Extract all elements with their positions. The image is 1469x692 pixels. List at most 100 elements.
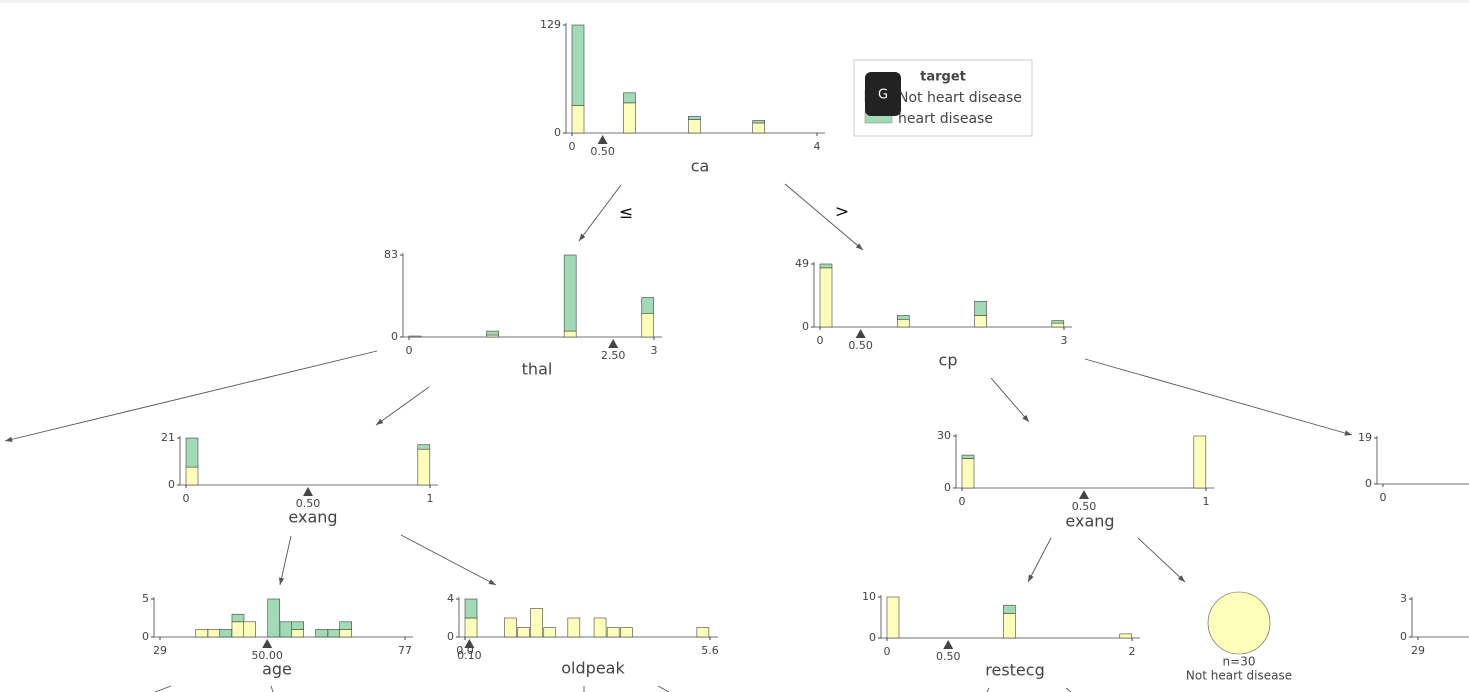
edge [657,685,670,692]
x-tick-label: 1 [427,492,434,505]
split-marker [855,329,866,338]
bar-segment [195,629,209,638]
leaf: n=30 Not heart disease [1186,591,1292,683]
y-tick-label: 19 [1358,431,1372,444]
x-tick-label: 4 [814,140,821,153]
bar-segment [517,627,530,638]
edge [4,350,378,442]
badge-label[interactable]: G [878,88,888,103]
feature-label: cp [939,351,958,370]
bar-segment [567,617,581,638]
split-marker [303,487,313,496]
bar-segment [623,92,636,104]
split-marker [1079,490,1089,499]
edge-label: ≤ [619,203,633,223]
x-tick-label: 2 [1129,645,1136,658]
split-label: 0.50 [296,497,321,510]
y-tick-label: 3 [1400,592,1407,605]
bar-segment [1119,633,1133,639]
bar-segment [408,335,422,338]
bar-segment [688,115,701,120]
y-tick-label: 0 [1365,477,1372,490]
legend-label: Not heart disease [898,90,1022,106]
y-tick-label: 0 [944,481,951,494]
y-tick-label: 10 [862,590,876,603]
bar-segment [543,627,557,638]
bar-segment [961,458,975,489]
edge [1084,358,1353,436]
y-tick-label: 0 [391,330,398,343]
bar-segment [185,466,199,486]
y-tick-label: 0 [1400,630,1407,643]
split-label: 2.50 [601,349,626,362]
edge [270,685,274,692]
badge[interactable] [865,72,901,116]
bar-segment [231,621,245,638]
feature-label: ca [691,157,710,176]
split-marker [464,639,475,648]
bar-segment [819,267,833,328]
bar-segment [563,330,577,338]
split-label: 0.50 [848,339,873,352]
bar-segment [207,629,221,638]
y-tick-label: 0 [447,630,454,643]
x-tick-label: 77 [398,644,412,657]
split-marker [262,639,273,648]
bar-segment [641,297,655,314]
bar-segment [291,621,304,630]
edge-label: > [835,202,849,222]
y-tick-label: 83 [384,248,398,261]
bar-segment [974,300,987,316]
bar-segment [1003,604,1016,614]
y-tick-label: 21 [161,431,175,444]
x-tick-label: 0 [406,344,413,357]
bar-segment [417,448,431,486]
y-tick-label: 5 [142,592,149,605]
legend-label: heart disease [898,111,993,127]
bar-segment [185,437,199,468]
bar-segment [620,627,633,638]
feature-label: thal [522,360,553,379]
bar-segment [339,621,352,630]
bar-segment [219,629,233,638]
bar-segment [641,312,655,338]
leaf-class: Not heart disease [1186,669,1292,683]
x-tick-label: 5.6 [701,644,719,657]
split-label: 0.50 [590,145,615,158]
y-tick-label: 0 [168,478,175,491]
bar-segment [279,621,293,638]
legend-title: target [920,70,966,85]
split-label: 0.50 [1072,500,1097,513]
leaf-circle [1207,591,1271,655]
y-tick-label: 0 [869,631,876,644]
x-tick-label: 0 [884,645,891,658]
x-tick-label: 0 [1380,491,1387,504]
bar-segment [896,315,910,320]
split-label: 0.50 [936,650,961,663]
feature-label: age [262,660,292,679]
bar-segment [688,119,701,134]
x-tick-label: 29 [1411,644,1425,657]
bar-segment [315,629,328,638]
bar-segment [593,617,607,638]
y-tick-label: 4 [447,592,454,605]
x-tick-label: 0 [959,495,966,508]
edge [400,534,497,586]
x-tick-label: 0 [183,492,190,505]
y-tick-label: 0 [142,630,149,643]
bar-segment [1051,320,1065,324]
bar-segment [896,318,910,328]
x-tick-label: 3 [1061,334,1068,347]
bar-segment [267,598,280,638]
edge [154,685,172,692]
edge [784,183,864,251]
bar-segment [504,617,517,638]
bar-segment [417,444,431,450]
bar-segment [1051,322,1065,328]
y-tick-label: 30 [937,429,951,442]
bar-segment [752,120,765,124]
bar-segment [886,596,900,639]
bar-segment [563,254,577,332]
edge [1065,687,1072,692]
x-tick-label: 0 [817,334,824,347]
